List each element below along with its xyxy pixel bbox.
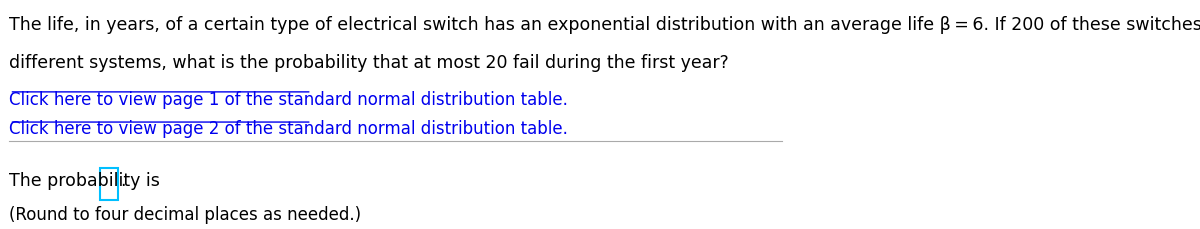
Text: .: .: [120, 172, 126, 191]
Text: different systems, what is the probability that at most 20 fail during the first: different systems, what is the probabili…: [10, 55, 730, 72]
Text: Click here to view page 1 of the standard normal distribution table.: Click here to view page 1 of the standar…: [10, 91, 569, 109]
Text: The life, in years, of a certain type of electrical switch has an exponential di: The life, in years, of a certain type of…: [10, 16, 1200, 34]
Text: Click here to view page 2 of the standard normal distribution table.: Click here to view page 2 of the standar…: [10, 120, 569, 138]
Text: (Round to four decimal places as needed.): (Round to four decimal places as needed.…: [10, 207, 361, 224]
Text: The probability is: The probability is: [10, 172, 166, 191]
FancyBboxPatch shape: [101, 168, 118, 200]
